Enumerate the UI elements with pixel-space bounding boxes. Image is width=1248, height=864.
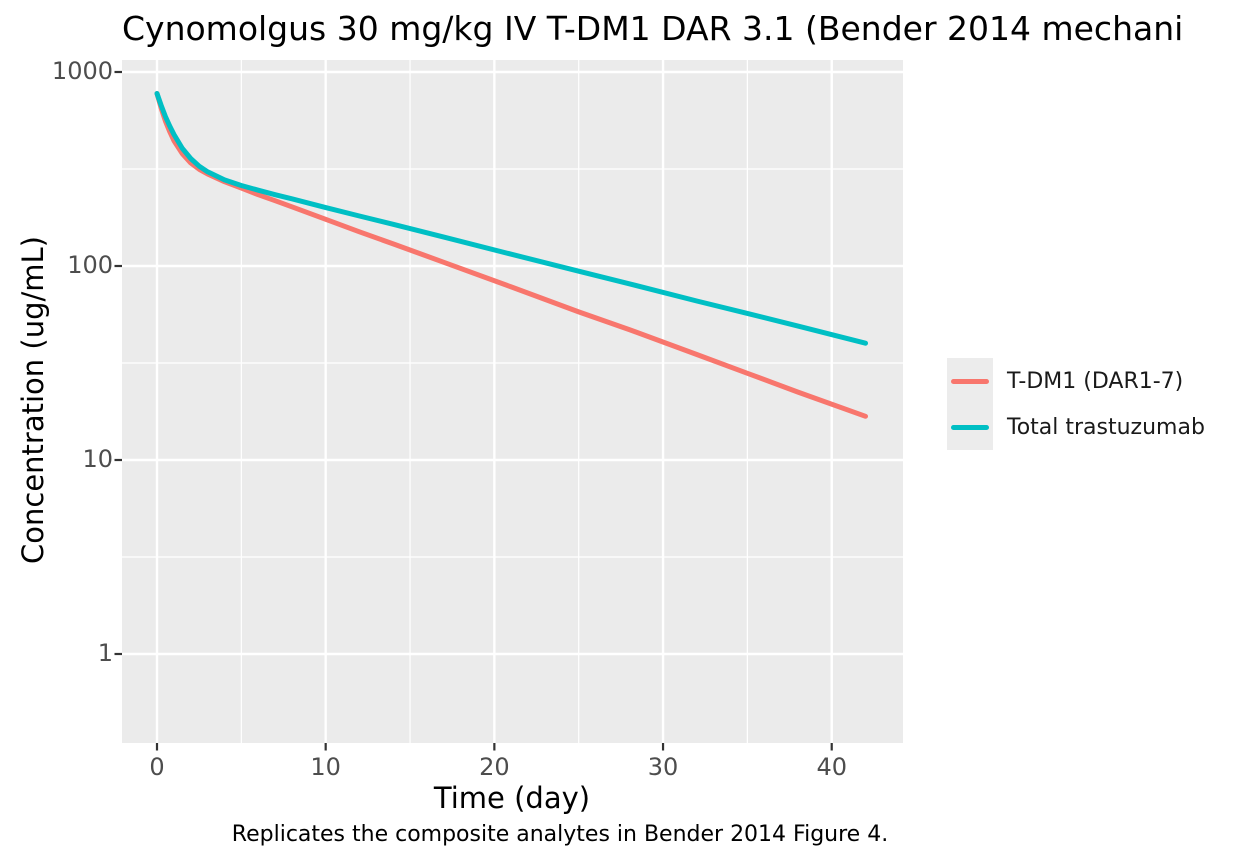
x-tick-label: 10 [310,753,341,781]
legend-line-icon [951,378,989,384]
y-tick-label: 10 [82,444,113,473]
series-line-total-trastuzumab [154,91,868,346]
y-tick-label: 1 [97,638,113,667]
legend-key [947,404,993,450]
x-tick-label: 0 [149,753,165,781]
caption: Replicates the composite analytes in Ben… [231,822,889,847]
y-tick-label: 100 [67,250,113,279]
legend-label: Total trastuzumab [1007,414,1205,440]
legend-entry: T-DM1 (DAR1-7) [947,358,1205,404]
plot-panel [122,60,903,743]
y-tick-label: 1000 [51,56,113,85]
legend-key [947,358,993,404]
x-tick-label: 20 [479,753,510,781]
legend-line-icon [951,424,989,430]
series-line-tdm1 [154,91,868,419]
legend-entry: Total trastuzumab [947,404,1205,450]
plot-title: Cynomolgus 30 mg/kg IV T-DM1 DAR 3.1 (Be… [122,9,1184,48]
y-axis-title: Concentration (ug/mL) [16,236,50,564]
legend-label: T-DM1 (DAR1-7) [1007,368,1184,394]
legend: T-DM1 (DAR1-7) Total trastuzumab [947,358,1205,450]
x-tick-label: 40 [816,753,847,781]
x-tick-label: 30 [647,753,679,781]
x-axis-title: Time (day) [433,781,591,815]
